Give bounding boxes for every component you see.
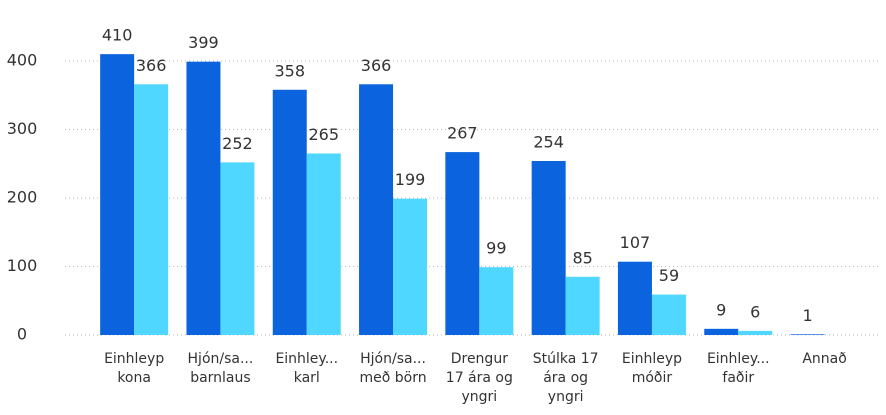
- value-label: 99: [486, 239, 506, 258]
- y-tick-label: 100: [7, 256, 38, 275]
- value-label: 410: [102, 26, 133, 45]
- value-label: 252: [222, 134, 253, 153]
- bar: [306, 153, 341, 335]
- x-tick-label: Stúlka 17 ára og yngri: [532, 351, 599, 405]
- bar: [100, 54, 135, 336]
- x-tick-label: Hjón/sa... með börn: [359, 351, 427, 386]
- bar: [704, 328, 739, 335]
- y-tick-label: 300: [7, 119, 38, 138]
- value-label: 366: [136, 56, 167, 75]
- x-tick-label: Annað: [802, 351, 847, 367]
- bar: [565, 276, 600, 335]
- bar: [531, 161, 566, 335]
- value-label: 199: [395, 170, 426, 189]
- x-tick-label: Einhley... faðir: [706, 351, 770, 386]
- y-tick-label: 0: [17, 325, 27, 344]
- x-tick-label: Einhleyp móðir: [621, 351, 683, 386]
- value-label: 85: [572, 248, 592, 267]
- y-tick-label: 200: [7, 188, 38, 207]
- bar: [186, 61, 221, 336]
- value-label: 267: [447, 124, 478, 143]
- x-tick-label: Drengur 17 ára og yngri: [445, 351, 513, 405]
- bar: [790, 334, 825, 335]
- bar: [393, 198, 428, 335]
- y-tick-label: 400: [7, 51, 38, 70]
- value-label: 9: [716, 300, 726, 319]
- value-label: 107: [620, 233, 651, 252]
- value-label: 59: [659, 266, 679, 285]
- value-label: 265: [308, 125, 339, 144]
- bar: [738, 330, 773, 335]
- bar: [220, 162, 255, 335]
- value-label: 254: [533, 133, 564, 152]
- bar: [479, 267, 514, 335]
- value-label: 399: [188, 33, 219, 52]
- x-tick-label: Einhley... karl: [275, 351, 339, 386]
- bar: [445, 152, 480, 335]
- bar: [359, 84, 394, 335]
- value-label: 366: [361, 56, 392, 75]
- value-label: 6: [750, 302, 760, 321]
- x-tick-label: Einhleyp kona: [104, 351, 165, 386]
- x-tick-label: Hjón/sa... barnlaus: [187, 351, 254, 386]
- bar: [134, 84, 169, 335]
- bar: [651, 294, 686, 335]
- bar: [617, 261, 652, 335]
- value-label: 1: [802, 306, 812, 325]
- bar: [272, 89, 307, 336]
- value-label: 358: [274, 61, 305, 80]
